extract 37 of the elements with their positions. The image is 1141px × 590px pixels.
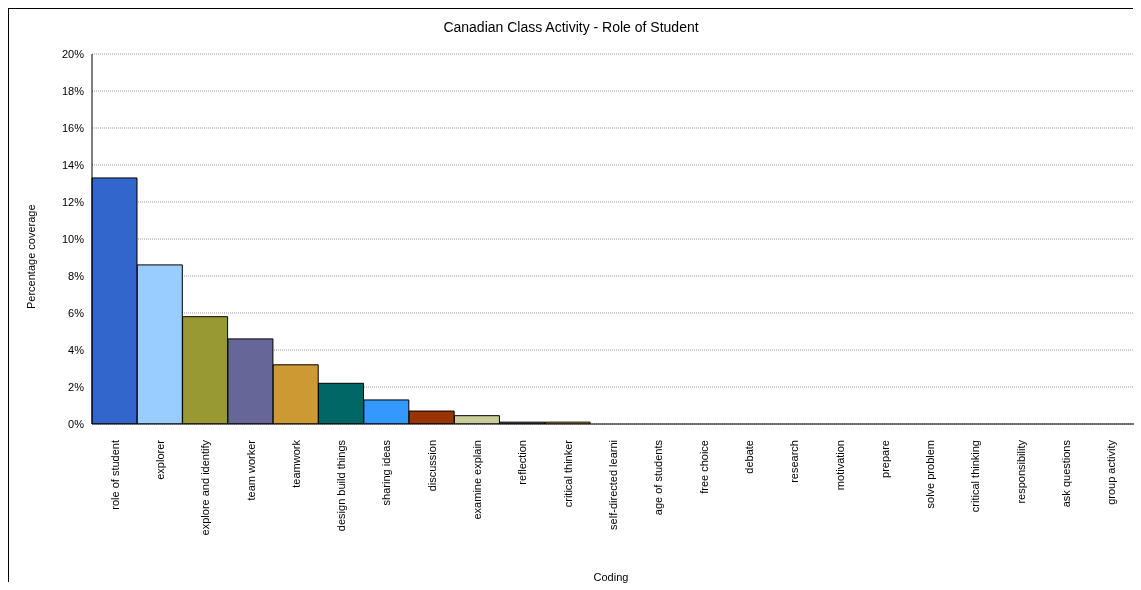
x-tick-label: ask questions (1060, 439, 1073, 508)
y-tick-label: 12% (61, 195, 85, 208)
x-tick-label: age of students (652, 439, 665, 516)
y-axis-title: Percentage coverage (25, 204, 37, 309)
y-tick-label: 10% (61, 232, 85, 245)
y-tick-label: 4% (68, 343, 85, 356)
x-tick-label: role of student (108, 440, 121, 510)
y-tick-label: 0% (68, 417, 85, 430)
x-tick-label: examine explain (471, 440, 484, 520)
x-tick-label: explorer (153, 439, 166, 480)
x-tick-label: team worker (244, 439, 257, 501)
y-tick-label: 14% (61, 158, 85, 171)
y-tick-label: 8% (68, 269, 85, 282)
x-tick-label: prepare (878, 440, 891, 478)
x-tick-label: free choice (697, 440, 710, 494)
x-axis-title: Coding (592, 571, 630, 583)
chart-title: Canadian Class Activity - Role of Student (442, 19, 700, 35)
x-tick-label: reflection (516, 440, 529, 485)
y-tick-label: 2% (68, 380, 85, 393)
x-tick-label: critical thinking (969, 440, 982, 513)
x-tick-label: debate (742, 440, 755, 474)
y-tick-label: 18% (61, 84, 85, 97)
x-tick-label: explore and identify (199, 439, 212, 536)
x-tick-label: research (788, 440, 801, 483)
x-tick-label: responsibility (1014, 439, 1027, 504)
x-tick-label: solve problem (924, 440, 937, 509)
x-tick-label: self-directed learni (607, 440, 619, 530)
y-tick-label: 6% (68, 306, 85, 319)
y-tick-label: 20% (61, 47, 85, 60)
x-tick-label: design build things (335, 439, 348, 532)
x-tick-label: discussion (425, 440, 438, 492)
x-tick-label: motivation (833, 440, 846, 491)
y-tick-label: 16% (61, 121, 85, 134)
x-tick-label: group activity (1105, 439, 1118, 505)
x-tick-label: sharing ideas (380, 439, 393, 506)
x-tick-label: critical thinker (561, 439, 574, 508)
x-tick-label: teamwork (289, 439, 302, 488)
